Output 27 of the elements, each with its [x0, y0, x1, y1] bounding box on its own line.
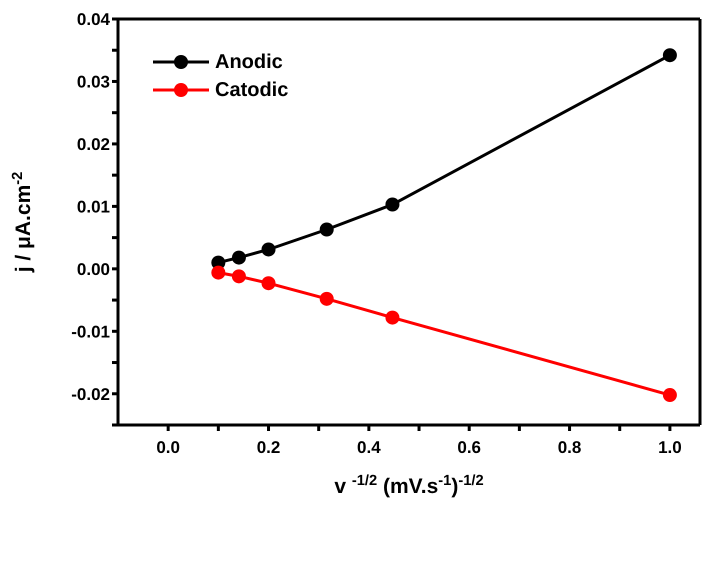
x-tick-label: 0.4	[357, 438, 382, 458]
point	[320, 222, 334, 236]
legend-label: Catodic	[215, 78, 288, 102]
x-tick-label: 0.8	[558, 438, 582, 458]
x-axis-title: v $^{-1/2}$ (mV.s$^{-1}$)$^{-1/2}$	[334, 473, 484, 498]
point	[385, 198, 400, 212]
y-tick-label: 0.04	[76, 10, 111, 30]
y-tick-label: 0.01	[76, 197, 110, 216]
point	[232, 269, 246, 284]
x-tick-label: 1.0	[658, 438, 682, 458]
point	[262, 276, 276, 290]
point	[320, 292, 334, 306]
y-tick-label: 0.02	[76, 134, 110, 154]
x-tick-label: 0.6	[457, 438, 482, 458]
point	[385, 310, 400, 325]
y-tick-label: 0.00	[76, 260, 110, 279]
x-tick-label: 0.0	[156, 438, 180, 458]
y-tick-label: -0.01	[71, 322, 110, 342]
point	[211, 266, 226, 280]
point	[232, 250, 246, 265]
legend-label: Anodic	[215, 50, 283, 74]
point	[662, 48, 677, 62]
y-tick-label: 0.03	[76, 72, 110, 92]
x-tick-label: 0.2	[256, 438, 280, 458]
point	[662, 388, 677, 402]
y-tick-label: -0.02	[71, 384, 110, 404]
point	[262, 242, 276, 256]
